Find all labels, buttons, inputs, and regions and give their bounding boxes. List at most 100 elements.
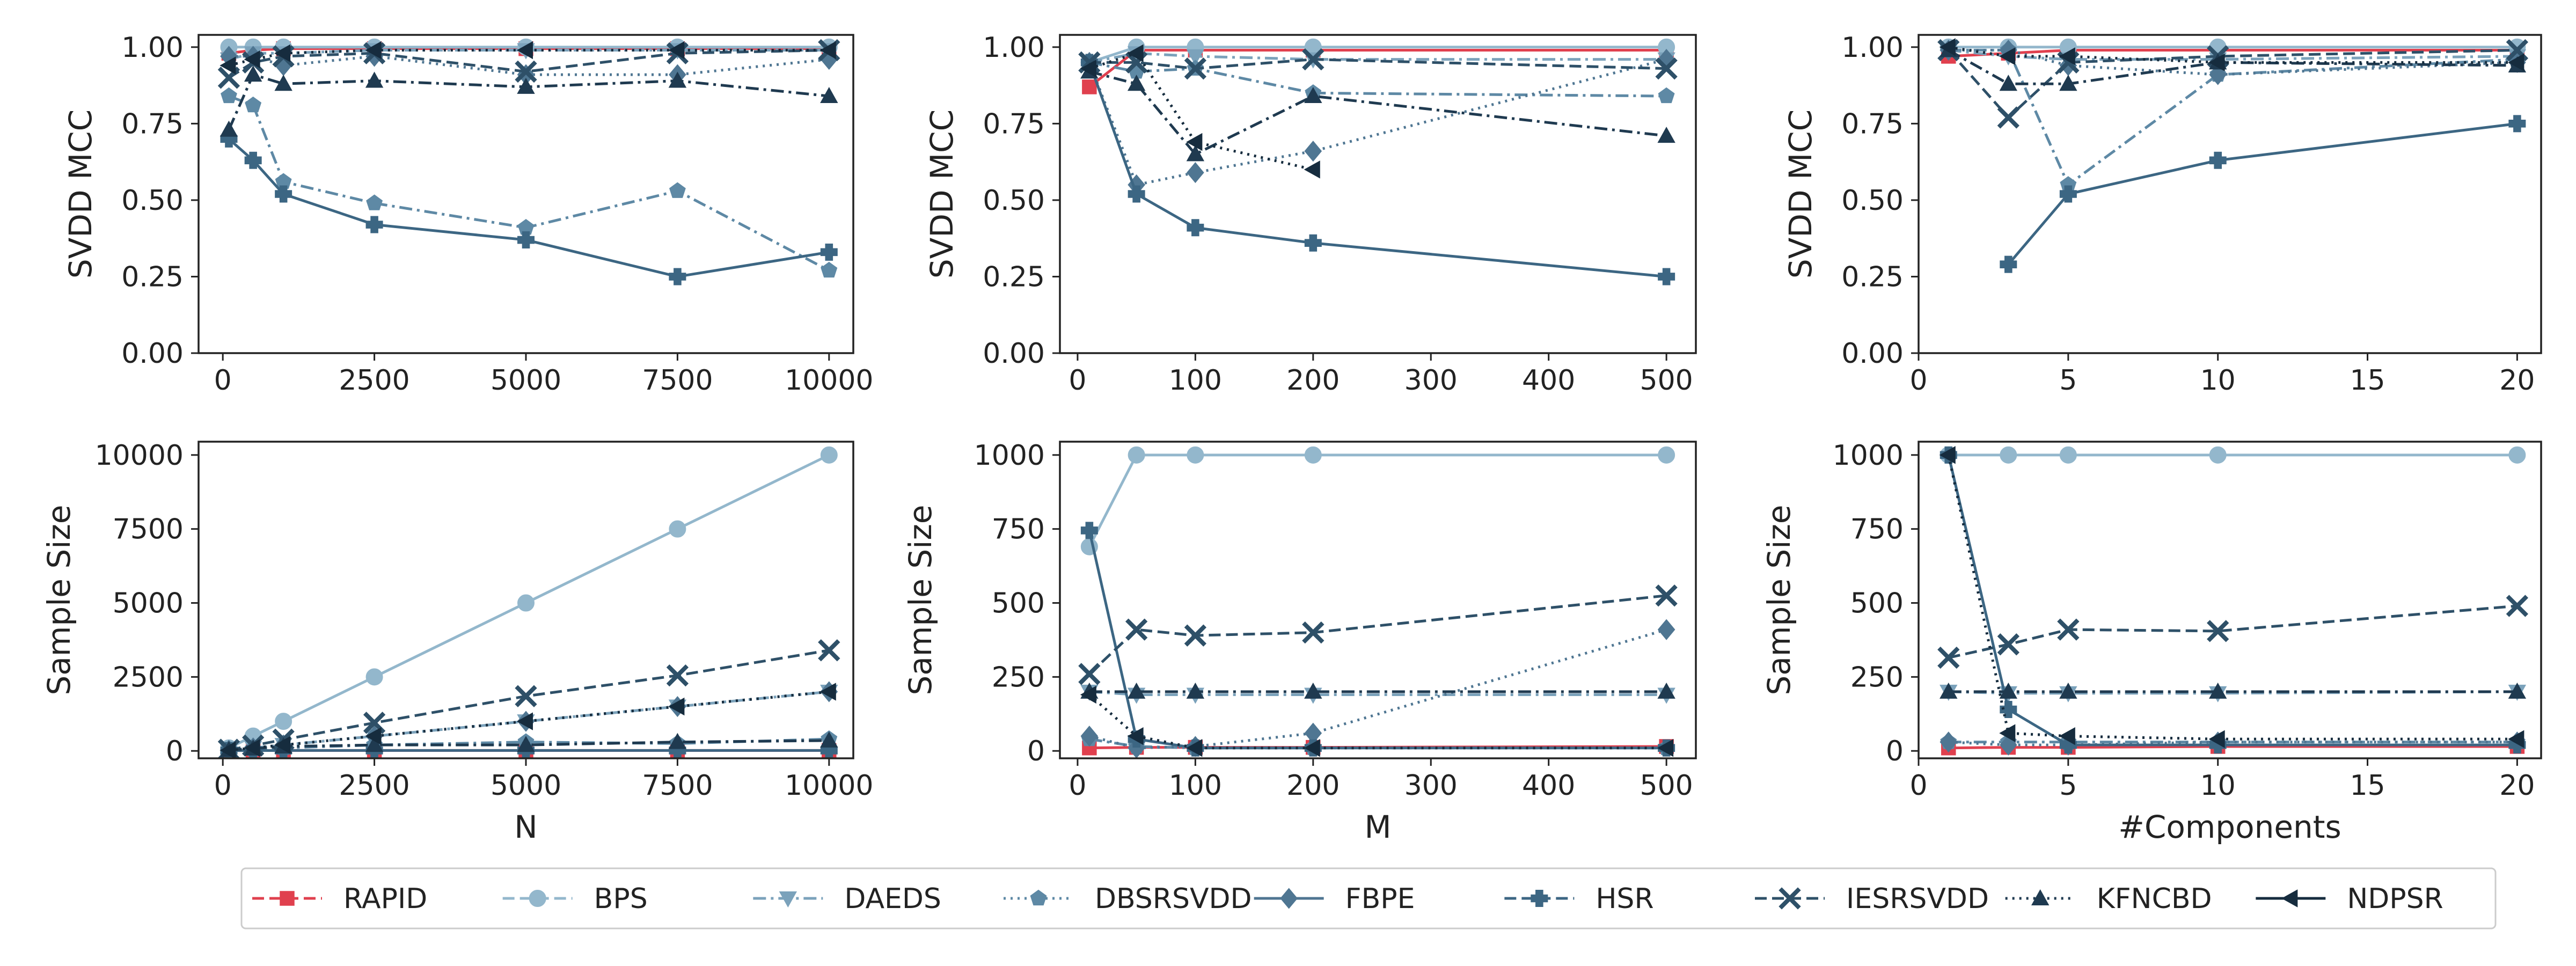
legend-entry-dbsrsvdd: DBSRSVDD — [1004, 883, 1252, 915]
y-tick-label: 0.50 — [983, 185, 1045, 217]
x-tick-label: 7500 — [642, 770, 713, 802]
point-ndpsr — [1304, 739, 1320, 757]
x-tick-label: 10000 — [785, 364, 873, 397]
panel-bottom-middle: 0 100 200 300 400 500 0 250 500 750 1000 Sample Siz… — [902, 440, 1697, 845]
point-ndpsr — [668, 697, 685, 716]
y-axis-label: Sample Size — [41, 505, 77, 696]
y-tick-label: 500 — [992, 588, 1045, 620]
point-ndpsr — [274, 736, 291, 754]
y-tick-label: 0.50 — [121, 185, 184, 217]
point-ndpsr — [2508, 730, 2524, 748]
y-tick-label: 7500 — [113, 514, 184, 546]
legend-marker-hsr — [1531, 890, 1548, 907]
point-bps — [2059, 446, 2077, 464]
point-bps — [1187, 446, 1204, 464]
y-tick-label: 0.00 — [983, 338, 1045, 370]
point-kfncbd — [1304, 86, 1322, 104]
point-iesrsvdd — [1184, 57, 1207, 80]
point-kfncbd — [668, 71, 687, 88]
plot-frame — [1918, 34, 2542, 354]
point-iesrsvdd — [2506, 595, 2529, 617]
x-tick-label: 500 — [1640, 364, 1693, 397]
x-tick-label: 5000 — [491, 364, 561, 397]
legend: RAPID BPS DAEDS DBSRSVDD FBPE HSR IESRSVDD KFNC… — [240, 867, 2497, 930]
point-iesrsvdd — [1078, 663, 1101, 685]
point-fbpe — [1940, 731, 1958, 753]
point-bps — [2508, 446, 2526, 464]
point-ndpsr — [244, 739, 260, 757]
x-axis-label: M — [1364, 809, 1391, 845]
x-tick-label: 300 — [1404, 770, 1458, 802]
legend-marker-daeds — [779, 891, 797, 908]
point-fbpe — [2209, 64, 2227, 85]
legend-marker-ndpsr — [2281, 889, 2298, 908]
point-ndpsr — [819, 683, 836, 701]
point-dbsrsvdd — [366, 194, 383, 210]
point-ndpsr — [1939, 38, 1956, 56]
point-kfncbd — [1999, 75, 2018, 91]
y-tick-label: 250 — [992, 661, 1045, 693]
point-kfncbd — [1940, 682, 1958, 699]
legend-entry-kfncbd: KFNCBD — [2005, 883, 2212, 915]
point-hsr — [1128, 185, 1145, 203]
point-kfncbd — [244, 65, 262, 82]
point-bps — [517, 594, 535, 612]
y-tick-label: 0.75 — [1841, 108, 1904, 140]
y-axis-label: Sample Size — [1761, 505, 1797, 696]
series-group — [1937, 38, 2529, 273]
point-ndpsr — [274, 44, 291, 62]
y-tick-label: 1.00 — [983, 32, 1045, 64]
series-ndpsr — [219, 683, 836, 758]
point-bps — [1658, 446, 1675, 464]
point-ndpsr — [1657, 739, 1674, 757]
point-iesrsvdd — [1997, 633, 2019, 656]
point-bps — [1128, 446, 1145, 464]
point-iesrsvdd — [515, 685, 537, 707]
series-line-iesrsvdd — [1947, 49, 2518, 119]
legend-entry-iesrsvdd: IESRSVDD — [1755, 883, 1989, 915]
point-ndpsr — [2208, 730, 2225, 748]
series-line-ndpsr — [1089, 52, 1314, 171]
point-iesrsvdd — [1937, 646, 1960, 669]
point-dbsrsvdd — [1658, 87, 1675, 104]
y-tick-label: 0.25 — [983, 261, 1045, 293]
point-dbsrsvdd — [245, 96, 262, 113]
legend-label: HSR — [1596, 883, 1653, 915]
plot-frame — [197, 441, 854, 759]
point-kfncbd — [219, 120, 238, 137]
point-hsr — [2209, 151, 2227, 169]
y-tick-label: 0 — [166, 735, 184, 767]
point-fbpe — [1304, 141, 1322, 162]
point-ndpsr — [1939, 446, 1956, 464]
point-bps — [820, 446, 838, 464]
x-tick-label: 400 — [1522, 770, 1575, 802]
x-tick-label: 5000 — [491, 770, 561, 802]
series-kfncbd — [1940, 682, 2527, 699]
point-iesrsvdd — [666, 664, 689, 687]
point-hsr — [517, 231, 535, 249]
legend-marker-rapid — [280, 891, 295, 906]
point-bps — [669, 520, 686, 538]
point-hsr — [2059, 185, 2077, 203]
x-tick-label: 200 — [1286, 770, 1340, 802]
legend-marker-bps — [529, 890, 546, 907]
series-line-hsr — [2007, 122, 2518, 266]
y-tick-label: 500 — [1850, 588, 1904, 620]
point-hsr — [275, 185, 292, 203]
point-kfncbd — [820, 731, 838, 748]
legend-label: RAPID — [343, 883, 427, 915]
panel-bottom-left: 0 2500 5000 7500 10000 0 2500 5000 7500 10000 Samp… — [41, 440, 874, 845]
legend-frame — [240, 867, 2497, 930]
y-tick-label: 1000 — [974, 440, 1045, 472]
plot-frame — [197, 34, 854, 354]
y-tick-label: 0.75 — [121, 108, 184, 140]
legend-entry-bps: BPS — [502, 883, 648, 915]
x-tick-label: 10000 — [785, 770, 873, 802]
point-dbsrsvdd — [669, 182, 686, 198]
x-tick-label: 0 — [214, 364, 232, 397]
series-ndpsr — [1080, 685, 1674, 757]
legend-label: BPS — [594, 883, 648, 915]
panels: 0 2500 5000 7500 100000.000.250.500.751.00SV… — [41, 32, 2542, 845]
y-tick-label: 750 — [992, 514, 1045, 546]
point-hsr — [669, 268, 686, 286]
